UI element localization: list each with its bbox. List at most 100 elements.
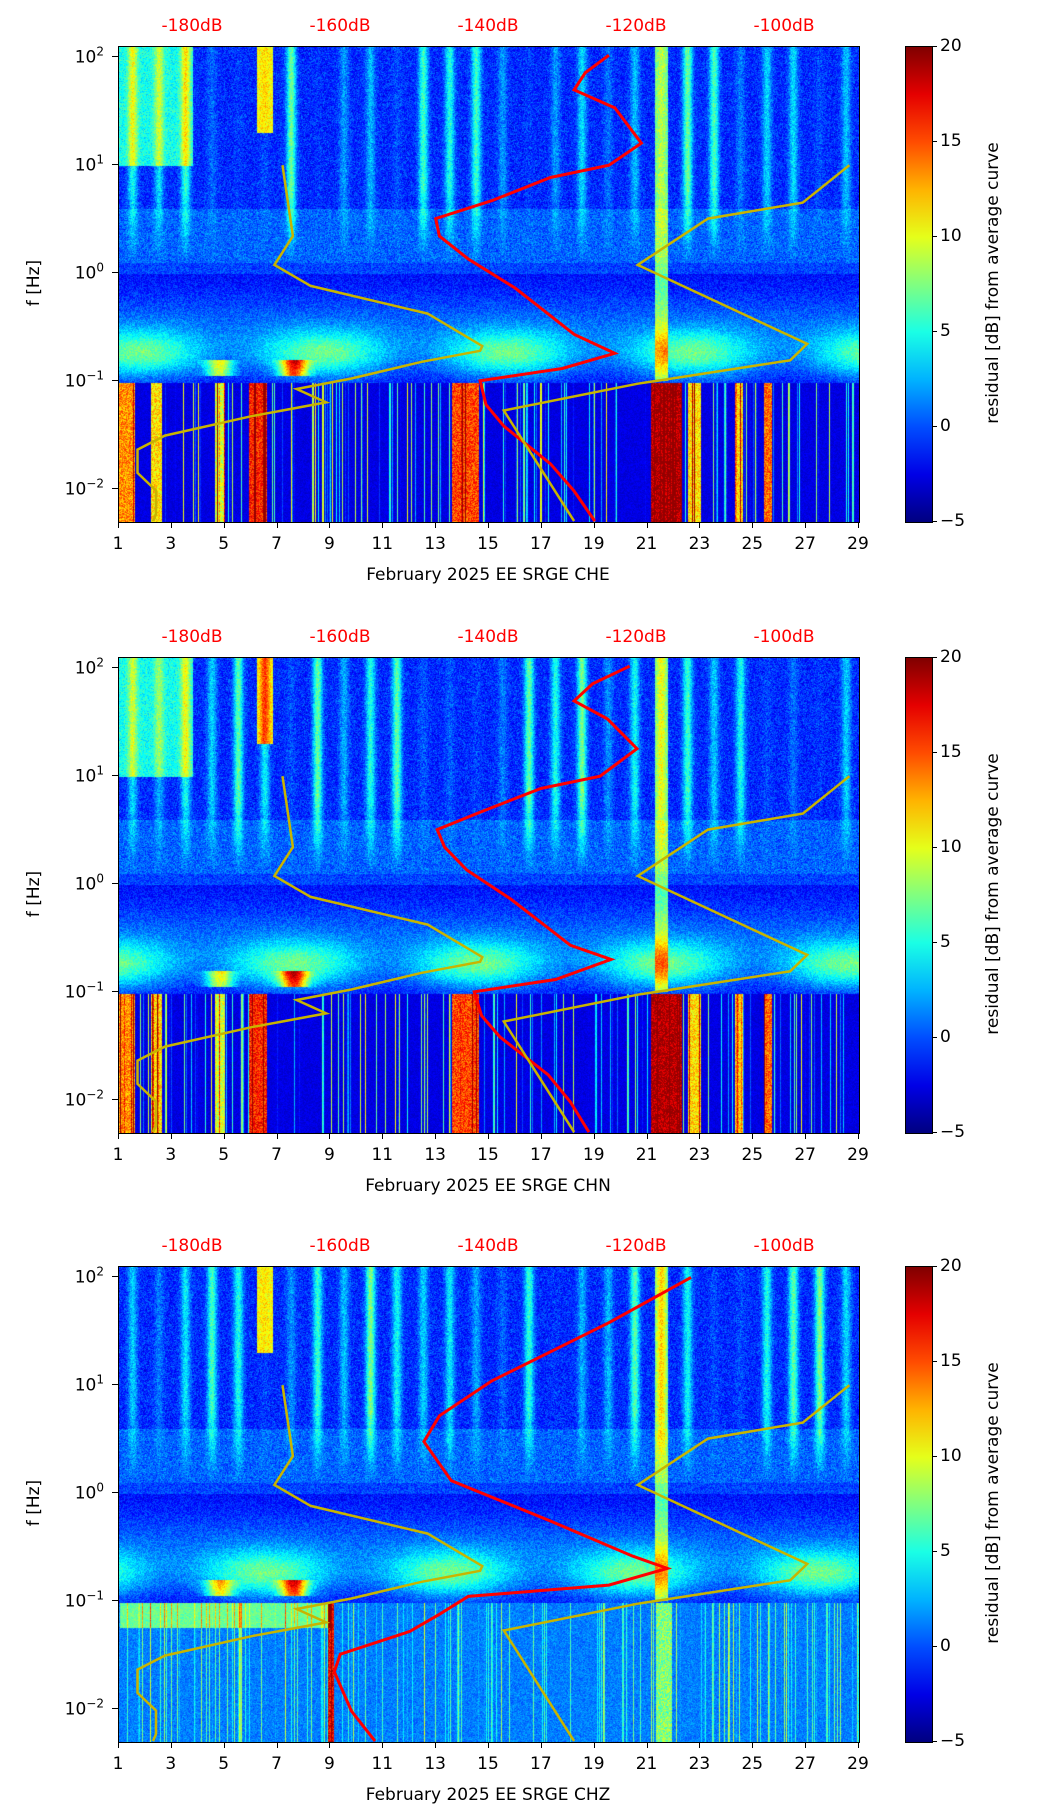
top-db-tick-label: -180dB <box>161 627 223 647</box>
colorbar-tick <box>932 1266 937 1267</box>
y-tick-label: 10−1 <box>65 368 104 391</box>
nlnm-curve <box>136 776 484 1133</box>
spectrogram-plot-area <box>118 46 860 523</box>
chart-panel-3: -180dB -160dB -140dB -120dB -100dB 1 3 5 7 9 11 13 1… <box>0 1236 1052 1806</box>
x-tick-label: 13 <box>424 1754 446 1774</box>
x-tick <box>329 1133 331 1139</box>
x-tick-label: 23 <box>688 534 711 554</box>
y-tick <box>112 1276 118 1278</box>
top-db-tick-label: -140dB <box>457 627 519 647</box>
top-db-tick-label: -120dB <box>605 1236 667 1256</box>
x-tick-label: 19 <box>582 1754 605 1774</box>
x-tick <box>435 522 437 528</box>
x-tick <box>699 1133 701 1139</box>
x-tick-label: 29 <box>847 1754 869 1774</box>
top-db-tick-label: -180dB <box>161 16 223 36</box>
x-tick <box>118 1133 119 1139</box>
x-tick-label: 1 <box>112 1754 124 1774</box>
x-tick-label: 11 <box>371 534 394 554</box>
spectrogram-image <box>119 1267 859 1742</box>
x-tick <box>593 1133 595 1139</box>
x-tick-label: 11 <box>371 1145 394 1165</box>
top-db-tick-label: -180dB <box>161 1236 223 1256</box>
x-tick <box>699 522 701 528</box>
top-db-tick-label: -120dB <box>605 16 667 36</box>
colorbar-tick <box>932 1646 937 1647</box>
colorbar-tick-label: −5 <box>940 1731 966 1751</box>
x-tick <box>488 1742 489 1748</box>
y-tick-base: 10 <box>74 263 97 284</box>
x-tick <box>276 522 278 528</box>
x-tick-label: 11 <box>371 1754 394 1774</box>
x-tick <box>540 1133 542 1139</box>
colorbar-tick-label: 0 <box>940 1636 951 1656</box>
x-tick-label: 21 <box>635 534 658 554</box>
colorbar-tick <box>932 1361 937 1362</box>
y-tick-base: 10 <box>64 982 87 1003</box>
colorbar-tick <box>932 141 937 142</box>
x-tick-label: 27 <box>794 1754 816 1774</box>
x-tick-label: 7 <box>271 1754 282 1774</box>
y-tick-exponent: −2 <box>86 1087 104 1102</box>
y-tick-exponent: 1 <box>96 152 104 167</box>
x-tick-label: 7 <box>271 1145 282 1165</box>
x-tick-label: 15 <box>477 1754 499 1774</box>
chart-panel-1: -180dB -160dB -140dB -120dB -100dB 1 3 5 7 9 11 13 1… <box>0 16 1052 646</box>
x-tick <box>329 1742 331 1748</box>
y-tick-base: 10 <box>74 47 97 68</box>
y-tick-base: 10 <box>64 478 87 499</box>
y-tick-base: 10 <box>74 1483 97 1504</box>
x-tick <box>805 1133 807 1139</box>
y-tick-base: 10 <box>74 658 97 679</box>
average-curve <box>433 53 644 522</box>
x-tick-label: 9 <box>324 1145 335 1165</box>
x-tick-label: 15 <box>477 534 499 554</box>
x-tick <box>805 522 807 528</box>
average-curve <box>435 664 640 1133</box>
colorbar <box>905 657 933 1134</box>
y-tick <box>112 56 118 58</box>
x-tick <box>170 522 172 528</box>
y-tick-base: 10 <box>74 766 97 787</box>
chart-panel-2: -180dB -160dB -140dB -120dB -100dB 1 3 5 7 9 11 13 1… <box>0 627 1052 1257</box>
x-tick <box>276 1742 278 1748</box>
colorbar-tick-label: 5 <box>940 932 951 952</box>
x-tick <box>593 1742 595 1748</box>
x-tick <box>170 1133 172 1139</box>
y-tick-exponent: 1 <box>96 1372 104 1387</box>
y-tick-exponent: 2 <box>96 1265 104 1280</box>
x-tick-label: 21 <box>635 1754 658 1774</box>
y-tick-label: 10−2 <box>65 1087 104 1110</box>
x-tick <box>382 1742 384 1748</box>
x-tick-label: 9 <box>324 1754 335 1774</box>
curves-overlay <box>136 1276 851 1743</box>
y-tick-label: 10−1 <box>65 979 104 1002</box>
x-tick <box>858 1742 859 1748</box>
y-axis-label: f [Hz] <box>24 870 44 918</box>
colorbar <box>905 46 933 523</box>
x-tick-label: 9 <box>324 534 335 554</box>
x-tick <box>699 1742 701 1748</box>
colorbar-tick-label: 15 <box>940 131 962 151</box>
nlnm-curve <box>136 1385 484 1742</box>
x-axis-label: February 2025 EE SRGE CHZ <box>365 1785 611 1805</box>
y-tick-exponent: 0 <box>96 1480 104 1495</box>
top-db-tick-label: -140dB <box>457 1236 519 1256</box>
x-tick-label: 3 <box>165 1145 177 1165</box>
x-tick <box>223 1133 225 1139</box>
x-tick-label: 17 <box>530 1754 552 1774</box>
top-db-tick-label: -100dB <box>753 16 815 36</box>
x-tick-label: 27 <box>794 1145 816 1165</box>
x-tick-label: 27 <box>794 534 816 554</box>
y-tick-base: 10 <box>64 1591 87 1612</box>
colorbar-label: residual [dB] from average curve <box>983 142 1003 424</box>
y-tick <box>112 1599 118 1601</box>
x-tick <box>382 522 384 528</box>
colorbar-tick <box>932 1132 937 1133</box>
x-tick <box>540 522 542 528</box>
colorbar-tick <box>932 1551 937 1552</box>
top-db-tick-label: -140dB <box>457 16 519 36</box>
x-tick <box>858 522 859 528</box>
y-tick-exponent: 0 <box>96 871 104 886</box>
